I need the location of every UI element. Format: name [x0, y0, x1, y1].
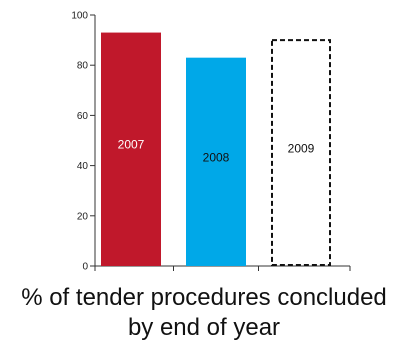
caption-line-1: % of tender procedures concluded	[21, 284, 387, 311]
y-tick-label: 40	[77, 161, 89, 172]
bar-2009	[271, 39, 331, 266]
bar-label-2009: 2009	[288, 142, 315, 156]
y-tick-label: 100	[71, 11, 88, 22]
y-tick-label: 60	[77, 111, 89, 122]
y-tick-label: 80	[77, 61, 89, 72]
bar-chart: 0 20 40 60 80 100 2007 2008 2009	[71, 11, 351, 273]
bar-2008	[186, 57, 246, 266]
chart-bars: 2007 2008 2009	[101, 32, 331, 266]
bar-label-2007: 2007	[118, 138, 145, 152]
y-tick-label: 0	[82, 262, 88, 273]
caption-line-2: by end of year	[127, 314, 281, 341]
bar-label-2008: 2008	[203, 151, 230, 165]
chart-caption: % of tender procedures concluded by end …	[0, 283, 408, 343]
bar-2007	[101, 32, 161, 266]
y-tick-label: 20	[77, 211, 89, 222]
